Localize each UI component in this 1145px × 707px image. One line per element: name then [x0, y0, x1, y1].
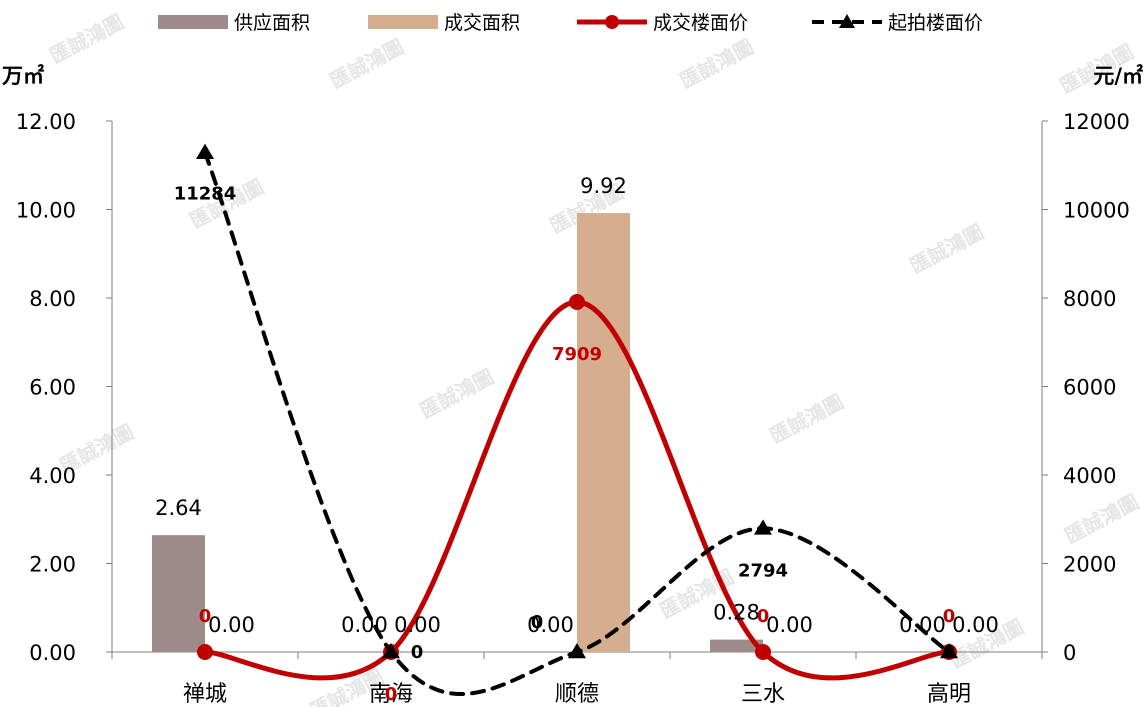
watermark-text: 匯誠鴻圖 [1061, 489, 1143, 548]
x-category-label: 南海 [369, 682, 413, 707]
legend: 供应面积 成交面积 成交楼面价 起拍楼面价 [158, 12, 983, 34]
start-price-label: 0 [531, 612, 544, 633]
marker-deal-price [755, 644, 771, 660]
marker-start-price [382, 643, 400, 659]
bar-value-label: 9.92 [580, 174, 627, 198]
watermark-text: 匯誠鴻圖 [416, 364, 498, 423]
marker-start-price [196, 143, 214, 159]
y-right-tick-label: 6000 [1063, 376, 1116, 400]
bar-value-label: 0.00 [208, 613, 255, 637]
y-right-tick-label: 8000 [1063, 287, 1116, 311]
y-left-tick-label: 4.00 [29, 464, 76, 488]
marker-start-price [754, 519, 772, 535]
y-left-tick-label: 2.00 [29, 553, 76, 577]
y-right-tick-label: 12000 [1063, 110, 1130, 134]
legend-swatch [158, 15, 228, 29]
axes-layer: 0.00 2.00 4.00 6.00 8.00 10.00 12.00 0 2000 4000 6… [1, 64, 1143, 707]
bar-value-label: 0.00 [394, 613, 441, 637]
watermark-text: 匯誠鴻圖 [676, 34, 758, 93]
watermark-text: 匯誠鴻圖 [46, 9, 128, 68]
bar-supply [152, 535, 205, 652]
x-category-label: 禅城 [183, 682, 227, 707]
legend-label: 起拍楼面价 [888, 12, 983, 34]
legend-marker [605, 15, 619, 29]
legend-marker [839, 14, 855, 28]
marker-deal-price [197, 644, 213, 660]
bar-supply [710, 639, 763, 652]
x-category-label: 顺德 [555, 682, 599, 707]
marker-start-price [568, 643, 586, 659]
line-start-price [203, 150, 951, 696]
y-right-unit: 元/㎡ [1093, 64, 1143, 88]
bar-value-label: 0.00 [341, 613, 388, 637]
x-category-label: 三水 [741, 682, 785, 707]
labels-layer: 2.640.00 0.000.280.000.00 0.009.920.00 0.00… [155, 174, 999, 705]
y-right-tick-label: 2000 [1063, 553, 1116, 577]
legend-label: 供应面积 [234, 12, 310, 34]
bar-transaction [577, 213, 630, 653]
y-right-tick-label: 0 [1063, 641, 1076, 665]
deal-price-label: 0 [199, 606, 212, 627]
deal-price-label: 0 [385, 684, 398, 705]
legend-label: 成交面积 [444, 12, 520, 34]
y-right-tick-label: 4000 [1063, 464, 1116, 488]
bar-value-label: 0.00 [766, 613, 813, 637]
marker-start-price [940, 643, 958, 659]
start-price-label: 0 [943, 642, 956, 663]
deal-price-label: 0 [943, 606, 956, 627]
legend-swatch [368, 15, 438, 29]
y-left-tick-label: 8.00 [29, 287, 76, 311]
start-price-label: 2794 [738, 560, 788, 581]
y-left-tick-label: 0.00 [29, 641, 76, 665]
y-left-tick-label: 6.00 [29, 376, 76, 400]
start-price-label: 11284 [174, 184, 237, 205]
y-left-tick-label: 12.00 [16, 110, 76, 134]
bars-layer [152, 213, 763, 653]
y-left-tick-label: 10.00 [16, 199, 76, 223]
bar-value-label: 0.00 [527, 613, 574, 637]
watermark-text: 匯誠鴻圖 [766, 389, 848, 448]
marker-deal-price [569, 294, 585, 311]
legend-label: 成交楼面价 [653, 12, 748, 34]
watermark-text: 匯誠鴻圖 [326, 34, 408, 93]
lines-layer [196, 143, 958, 696]
x-category-label: 高明 [927, 682, 971, 707]
y-right-tick-label: 10000 [1063, 199, 1130, 223]
bar-value-label: 0.28 [713, 601, 760, 625]
y-left-unit: 万㎡ [1, 64, 44, 88]
bar-value-label: 0.00 [952, 613, 999, 637]
watermark-text: 匯誠鴻圖 [906, 219, 988, 278]
deal-price-label: 0 [757, 606, 770, 627]
deal-price-label: 7909 [552, 344, 602, 365]
start-price-label: 0 [411, 642, 424, 663]
bar-value-label: 0.00 [899, 613, 946, 637]
bar-value-label: 2.64 [155, 496, 202, 520]
